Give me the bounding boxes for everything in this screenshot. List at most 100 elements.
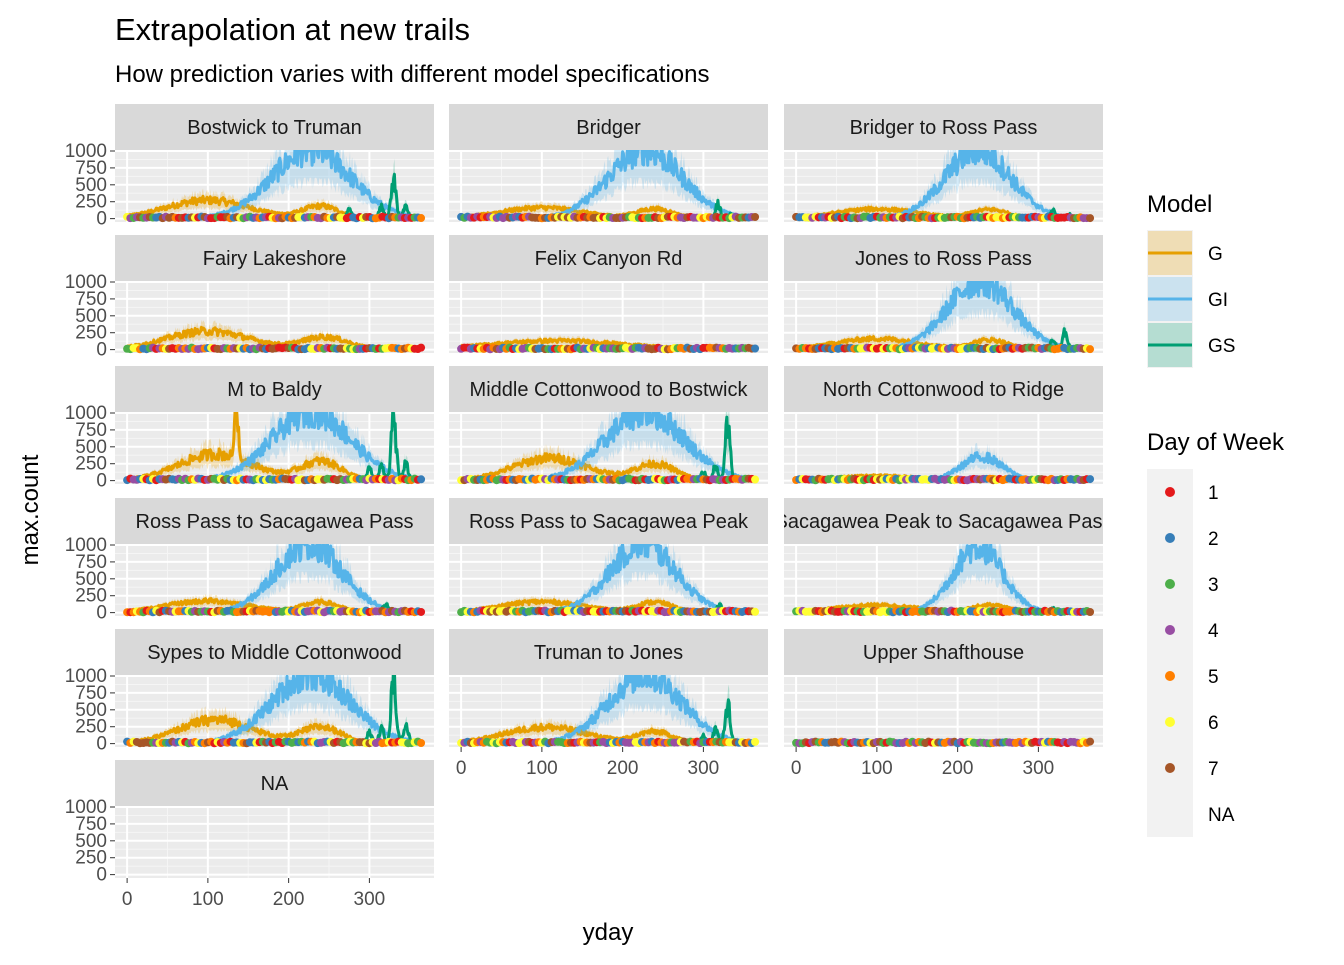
y-tick-label: 250 (75, 586, 107, 607)
facet-panel: Sacagawea Peak to Sacagawea Pass (784, 498, 1103, 617)
legend-title: Model (1147, 191, 1212, 218)
facet-strip (449, 629, 768, 675)
facet-strip (115, 366, 434, 412)
facet-strip (784, 629, 1103, 675)
x-tick-label: 100 (192, 889, 224, 910)
facet-strip (784, 235, 1103, 281)
y-tick-label: 750 (75, 552, 107, 573)
legend-label: 5 (1208, 667, 1219, 688)
panel-data (792, 544, 1095, 617)
facet-strip (784, 498, 1103, 544)
series-ribbon-GI (461, 150, 756, 219)
y-tick-label: 500 (75, 306, 107, 327)
facet-strip-label: North Cottonwood to Ridge (823, 379, 1064, 401)
facet-panel: Ross Pass to Sacagawea Peak (449, 498, 768, 617)
x-tick-label: 0 (791, 758, 802, 779)
observation-point (417, 214, 426, 223)
observation-point (417, 475, 426, 484)
y-tick-label: 0 (96, 603, 107, 624)
legend-label: 6 (1208, 713, 1219, 734)
x-axis-label: yday (583, 919, 634, 946)
legend-key-background (1147, 469, 1193, 837)
legend-point (1165, 487, 1175, 497)
y-tick-label: 1000 (65, 272, 107, 293)
y-tick-label: 250 (75, 454, 107, 475)
observation-point (751, 475, 760, 484)
y-tick-label: 250 (75, 323, 107, 344)
panel-data (123, 675, 426, 748)
legend-point (1165, 625, 1175, 635)
observation-point (751, 213, 760, 222)
legend-label: 7 (1208, 759, 1219, 780)
legend-point (1165, 763, 1175, 773)
series-ribbon-G (127, 412, 422, 481)
observation-point (1086, 214, 1095, 223)
facet-strip-label: Felix Canyon Rd (535, 248, 683, 270)
observation-point (1086, 345, 1095, 354)
panel-background (784, 676, 1103, 747)
panel-data (792, 150, 1095, 223)
facet-strip-label: Upper Shafthouse (863, 642, 1024, 664)
observation-point (751, 607, 760, 616)
facet-strip-label: Fairy Lakeshore (203, 248, 346, 270)
legend-point (1165, 671, 1175, 681)
chart-title: Extrapolation at new trails (115, 12, 470, 47)
facet-strip (115, 760, 434, 806)
facet-strip-label: Bridger (576, 117, 641, 139)
y-tick-label: 750 (75, 289, 107, 310)
facet-panel: Middle Cottonwood to Bostwick (449, 366, 768, 485)
observation-point (417, 607, 426, 616)
panel-data (457, 675, 760, 748)
y-tick-label: 1000 (65, 403, 107, 424)
facet-strip (449, 366, 768, 412)
panel-data (123, 544, 426, 617)
series-ribbon-GI (127, 150, 422, 219)
y-tick-label: 0 (96, 734, 107, 755)
facet-strip (784, 104, 1103, 150)
facet-panel: Truman to Jones 0 100 200 300 (449, 629, 768, 779)
y-tick-label: 0 (96, 209, 107, 230)
panel-background (784, 545, 1103, 616)
y-tick-label: 750 (75, 158, 107, 179)
y-tick-label: 500 (75, 569, 107, 590)
legend-point (1165, 533, 1175, 543)
facet-strip (115, 629, 434, 675)
facet-strip (115, 104, 434, 150)
x-tick-label: 200 (607, 758, 639, 779)
facet-strip (784, 366, 1103, 412)
panel-data (457, 150, 760, 223)
observation-point (1086, 608, 1095, 617)
facet-panel: Felix Canyon Rd (449, 235, 768, 354)
y-tick-label: 0 (96, 340, 107, 361)
facet-strip-label: Bridger to Ross Pass (850, 117, 1038, 139)
panel-data (457, 335, 760, 354)
facet-strip (449, 498, 768, 544)
legend-label: G (1208, 244, 1223, 265)
panel-background (115, 807, 434, 878)
x-tick-label: 100 (861, 758, 893, 779)
facet-strip (449, 104, 768, 150)
facet-panel: Jones to Ross Pass (784, 235, 1103, 354)
facet-strip-label: Sypes to Middle Cottonwood (147, 642, 402, 664)
panel-background (784, 413, 1103, 484)
observation-point (1086, 475, 1095, 484)
legend-point (1165, 579, 1175, 589)
legend-point (1165, 717, 1175, 727)
facet-panel: Bridger to Ross Pass (784, 104, 1103, 223)
facet-strip-label: Truman to Jones (534, 642, 683, 664)
y-tick-label: 750 (75, 420, 107, 441)
facet-strip-label: Jones to Ross Pass (855, 248, 1032, 270)
facet-panel: North Cottonwood to Ridge (784, 366, 1103, 485)
y-tick-label: 500 (75, 175, 107, 196)
x-tick-label: 0 (122, 889, 133, 910)
legend-title: Day of Week (1147, 429, 1285, 456)
facet-strip (115, 235, 434, 281)
observation-point (417, 739, 426, 748)
legend-label: 2 (1208, 529, 1219, 550)
y-tick-label: 750 (75, 683, 107, 704)
panel-data (792, 442, 1095, 485)
